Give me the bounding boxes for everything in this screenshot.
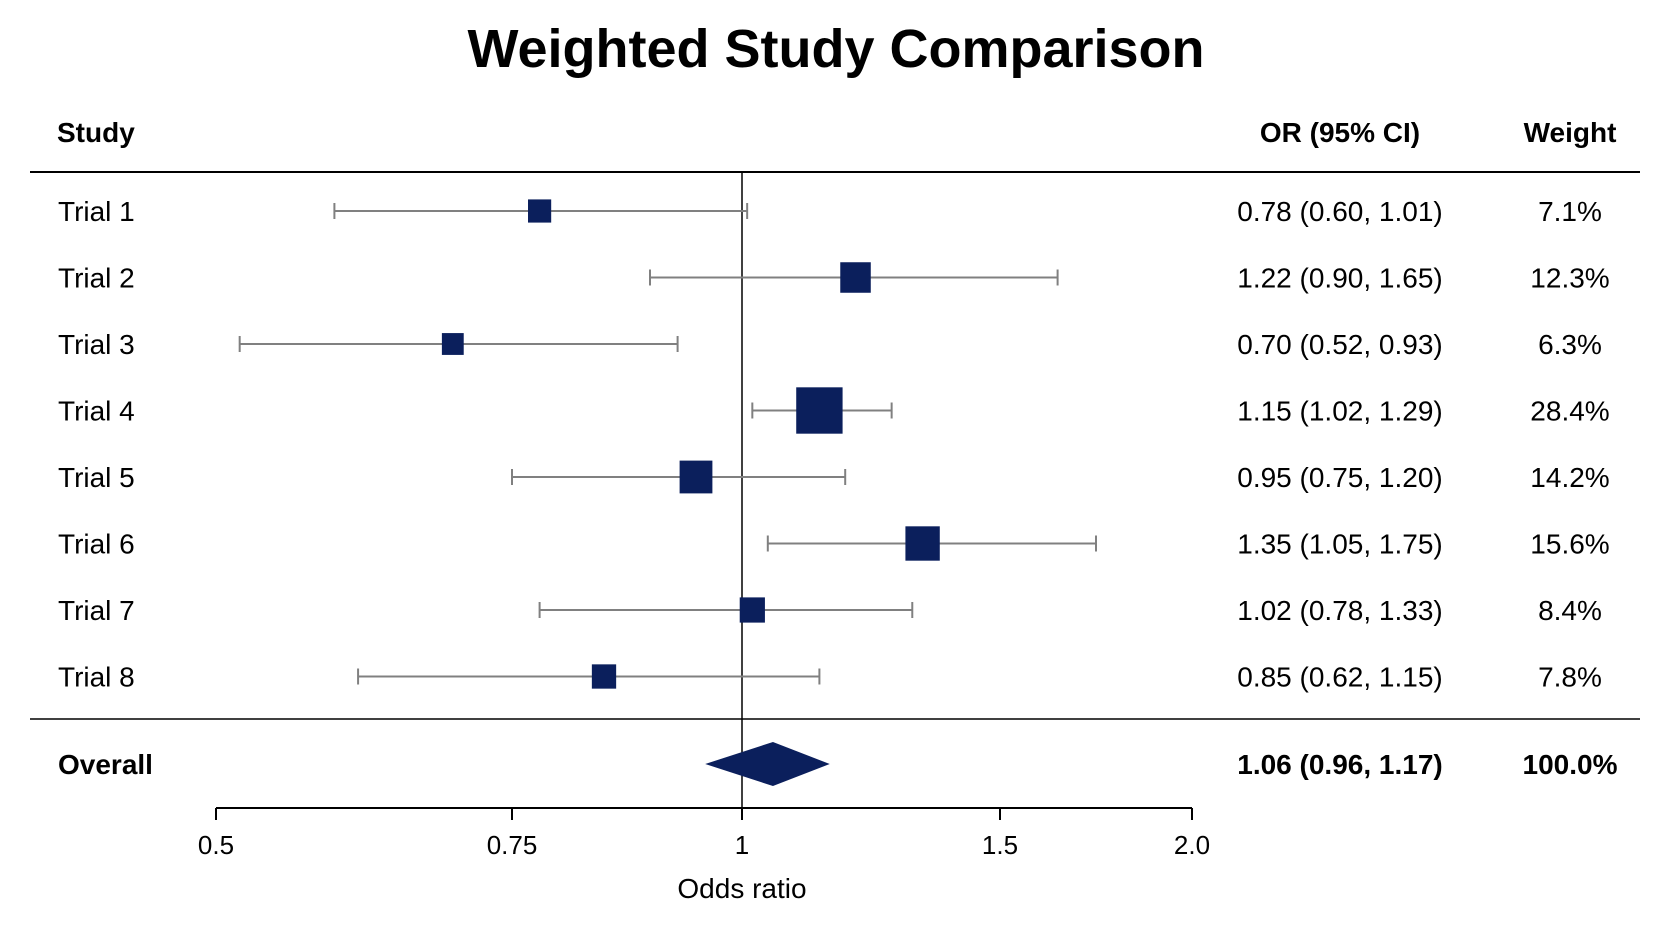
point-estimate-square <box>739 597 765 623</box>
x-tick-label: 0.75 <box>487 830 538 860</box>
study-label: Trial 3 <box>58 329 135 360</box>
point-estimate-square <box>905 526 940 561</box>
header-weight: Weight <box>1524 117 1617 148</box>
study-label: Trial 7 <box>58 595 135 626</box>
weight-text: 8.4% <box>1538 595 1602 626</box>
point-estimate-square <box>441 333 464 355</box>
weight-text: 7.8% <box>1538 662 1602 693</box>
study-label: Trial 8 <box>58 662 135 693</box>
overall-row: Overall 1.06 (0.96, 1.17) 100.0% <box>58 742 1618 786</box>
study-row: Trial 8 0.85 (0.62, 1.15) 7.8% <box>58 662 1602 693</box>
overall-ci-text: 1.06 (0.96, 1.17) <box>1237 749 1442 780</box>
study-label: Trial 2 <box>58 263 135 294</box>
x-tick-label: 1.5 <box>982 830 1018 860</box>
ci-text: 0.70 (0.52, 0.93) <box>1237 329 1442 360</box>
chart-title: Weighted Study Comparison <box>467 19 1205 79</box>
point-estimate-square <box>679 460 713 494</box>
study-row: Trial 5 0.95 (0.75, 1.20) 14.2% <box>58 460 1610 494</box>
weight-text: 6.3% <box>1538 329 1602 360</box>
ci-text: 0.85 (0.62, 1.15) <box>1237 662 1442 693</box>
ci-text: 1.15 (1.02, 1.29) <box>1237 396 1442 427</box>
x-axis-label: Odds ratio <box>677 873 806 904</box>
study-label: Trial 5 <box>58 462 135 493</box>
ci-text: 0.95 (0.75, 1.20) <box>1237 462 1442 493</box>
overall-weight-text: 100.0% <box>1523 749 1618 780</box>
weight-text: 7.1% <box>1538 196 1602 227</box>
x-tick-label: 0.5 <box>198 830 234 860</box>
study-row: Trial 3 0.70 (0.52, 0.93) 6.3% <box>58 329 1602 360</box>
weight-text: 28.4% <box>1530 396 1609 427</box>
x-tick-label: 2.0 <box>1174 830 1210 860</box>
study-label: Trial 6 <box>58 529 135 560</box>
weight-text: 15.6% <box>1530 529 1609 560</box>
point-estimate-square <box>591 664 617 689</box>
ci-text: 1.22 (0.90, 1.65) <box>1237 263 1442 294</box>
study-row: Trial 1 0.78 (0.60, 1.01) 7.1% <box>58 196 1602 227</box>
point-estimate-square <box>796 387 843 434</box>
ci-text: 0.78 (0.60, 1.01) <box>1237 196 1442 227</box>
overall-label: Overall <box>58 749 153 780</box>
overall-diamond <box>705 742 830 786</box>
header-ci: OR (95% CI) <box>1260 117 1420 148</box>
study-row: Trial 6 1.35 (1.05, 1.75) 15.6% <box>58 526 1610 561</box>
study-label: Trial 1 <box>58 196 135 227</box>
point-estimate-square <box>528 199 552 223</box>
header-study: Study <box>57 117 135 148</box>
x-tick-label: 1 <box>735 830 749 860</box>
study-row: Trial 2 1.22 (0.90, 1.65) 12.3% <box>58 262 1610 294</box>
study-row: Trial 7 1.02 (0.78, 1.33) 8.4% <box>58 595 1602 626</box>
ci-text: 1.35 (1.05, 1.75) <box>1237 529 1442 560</box>
weight-text: 12.3% <box>1530 263 1609 294</box>
ci-text: 1.02 (0.78, 1.33) <box>1237 595 1442 626</box>
point-estimate-square <box>840 262 871 293</box>
study-label: Trial 4 <box>58 396 135 427</box>
study-row: Trial 4 1.15 (1.02, 1.29) 28.4% <box>58 387 1610 434</box>
weight-text: 14.2% <box>1530 462 1609 493</box>
